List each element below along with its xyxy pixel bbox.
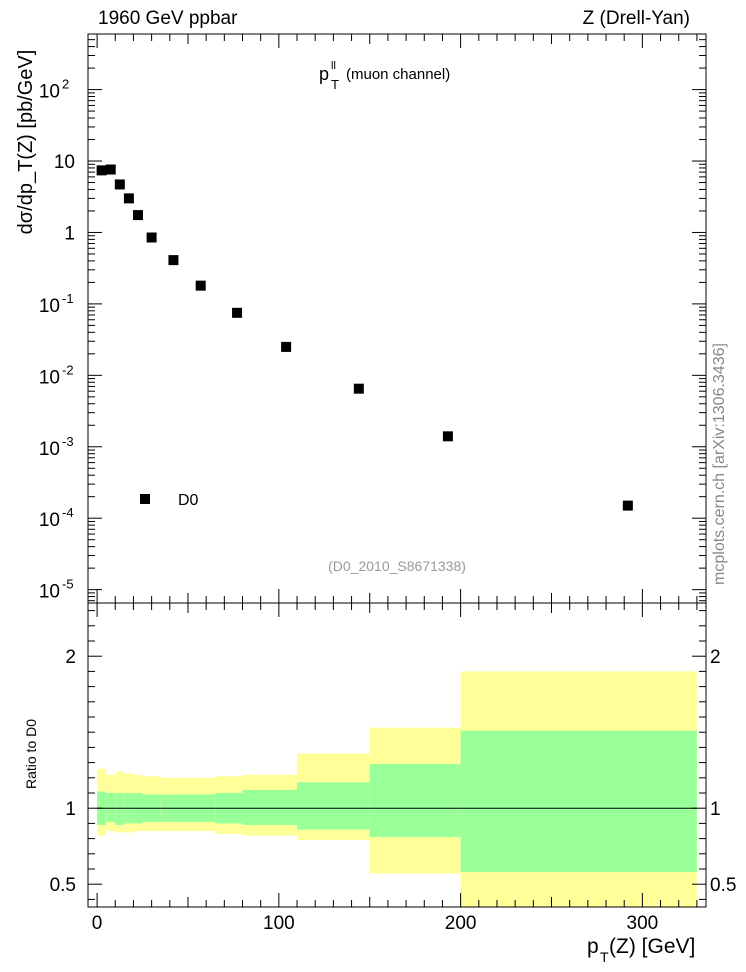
process-label: Z (Drell-Yan) xyxy=(583,8,690,29)
y-tick-base: 10 xyxy=(39,82,60,103)
main-axis-ticks xyxy=(88,33,706,603)
y-tick-label: 10 -4 xyxy=(39,505,74,531)
ratio-band-stat xyxy=(460,730,697,873)
data-point xyxy=(114,179,125,190)
analysis-tag: (D0_2010_S8671338) xyxy=(328,558,466,574)
plot-title-main: p xyxy=(319,64,329,84)
data-points xyxy=(96,164,633,511)
ratio-y-tick-label-right: 0.5 xyxy=(710,875,736,896)
y-tick-label: 10 xyxy=(54,152,75,173)
ratio-y-tick-label-left: 0.5 xyxy=(50,875,76,896)
legend-label: D0 xyxy=(178,492,199,509)
x-axis-title-sub: T xyxy=(600,949,609,965)
data-point xyxy=(232,307,243,318)
y-tick-exponent: 2 xyxy=(62,77,69,92)
y-tick-base: 1 xyxy=(64,223,75,244)
y-tick-label: 1 xyxy=(64,223,75,244)
ratio-y-tick-labels: 0.5 0.5 1 1 2 2 xyxy=(50,647,737,896)
main-y-axis-title: dσ/dp_T(Z) [pb/GeV] xyxy=(15,50,37,235)
plot-title: p ll T (muon channel) xyxy=(319,60,450,92)
y-tick-exponent: -1 xyxy=(62,291,74,306)
ratio-bands xyxy=(97,671,697,907)
x-tick-label: 300 xyxy=(627,913,659,934)
ratio-y-tick-label-left: 2 xyxy=(65,647,76,668)
plot-title-rest: (muon channel) xyxy=(346,66,450,83)
y-tick-exponent: -5 xyxy=(62,577,74,592)
data-point xyxy=(96,165,107,176)
ratio-band-stat xyxy=(106,793,116,822)
legend: D0 xyxy=(140,492,199,509)
y-tick-base: 10 xyxy=(39,510,60,531)
side-watermark-label: mcplots.cern.ch [arXiv:1306.3436] xyxy=(711,343,728,585)
data-point xyxy=(281,341,292,352)
data-point xyxy=(195,280,206,291)
legend-marker xyxy=(140,494,150,504)
ratio-y-tick-label-right: 2 xyxy=(710,647,721,668)
x-axis-title-main: p xyxy=(587,935,599,958)
y-tick-label: 10 -2 xyxy=(39,362,74,388)
y-tick-label: 10 -3 xyxy=(39,434,74,460)
x-tick-labels: 0 100 200 300 xyxy=(92,913,658,934)
y-tick-base: 10 xyxy=(39,582,60,603)
y-tick-base: 10 xyxy=(39,439,60,460)
data-point xyxy=(442,431,453,442)
ratio-band-stat xyxy=(297,782,370,830)
ratio-axis-ticks xyxy=(88,603,706,907)
plot-title-sub: T xyxy=(331,77,339,92)
x-tick-label: 0 xyxy=(92,913,103,934)
y-tick-label: 10 2 xyxy=(39,77,69,103)
data-point xyxy=(146,232,157,243)
y-tick-base: 10 xyxy=(54,152,75,173)
ratio-band-stat xyxy=(242,789,298,825)
y-tick-exponent: -3 xyxy=(62,434,74,449)
y-tick-exponent: -4 xyxy=(62,505,74,520)
data-point xyxy=(622,500,633,511)
energy-label: 1960 GeV ppbar xyxy=(98,8,238,29)
data-point xyxy=(132,210,143,221)
ratio-y-tick-label-left: 1 xyxy=(65,799,76,820)
plot-title-sup: ll xyxy=(331,60,336,72)
data-point xyxy=(353,383,364,394)
ratio-y-axis-title: Ratio to D0 xyxy=(23,719,39,789)
ratio-plot-frame xyxy=(87,602,707,908)
data-point xyxy=(105,164,116,175)
y-tick-base: 10 xyxy=(39,367,60,388)
y-tick-label: 10 -5 xyxy=(39,577,74,603)
main-plot-frame xyxy=(87,33,707,604)
x-axis-title: p T (Z) [GeV] xyxy=(587,935,695,965)
x-tick-label: 100 xyxy=(263,913,295,934)
y-tick-exponent: -2 xyxy=(62,362,74,377)
x-axis-title-rest: (Z) [GeV] xyxy=(609,935,695,958)
ratio-band-stat xyxy=(369,764,461,838)
data-point xyxy=(123,193,134,204)
data-point xyxy=(168,255,179,266)
y-tick-label: 10 -1 xyxy=(39,291,74,317)
ratio-y-tick-label-right: 1 xyxy=(710,799,721,820)
x-tick-label: 200 xyxy=(445,913,477,934)
y-tick-base: 10 xyxy=(39,296,60,317)
ratio-band-stat xyxy=(115,793,125,825)
